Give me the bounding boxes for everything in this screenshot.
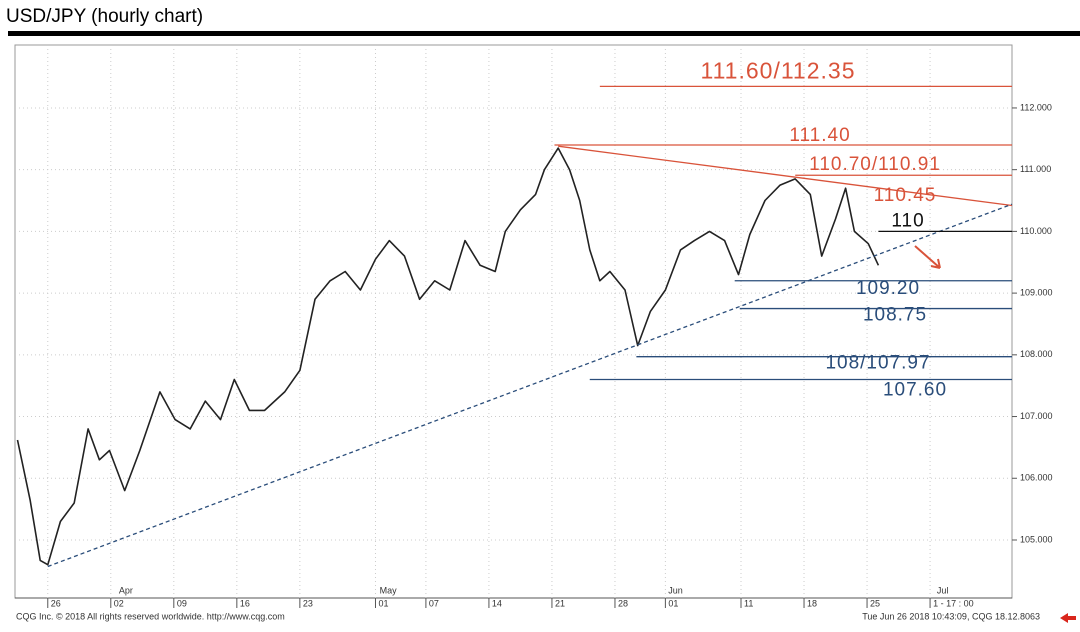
month-label: Apr [119, 585, 133, 595]
level-label: 109.20 [856, 278, 920, 299]
y-tick-label: 105.000 [1020, 534, 1053, 544]
trendline [558, 145, 1013, 207]
y-tick-label: 111.000 [1020, 164, 1051, 174]
x-tick-label: 02 [114, 598, 124, 608]
trendline-label: 110.45 [874, 185, 937, 206]
x-tick-label: 18 [807, 598, 817, 608]
y-tick-label: 109.000 [1020, 287, 1053, 297]
level-label: 108.75 [863, 305, 927, 326]
x-tick-label: 01 [378, 598, 388, 608]
level-label: 111.40 [789, 125, 850, 146]
y-tick-label: 108.000 [1020, 349, 1053, 359]
x-tick-label: 11 [744, 598, 753, 608]
x-tick-label: 16 [240, 598, 250, 608]
price-line [16, 147, 880, 566]
level-label: 110 [891, 210, 924, 231]
level-label: 108/107.97 [825, 353, 930, 374]
footer-right: Tue Jun 26 2018 10:43:09, CQG 18.12.8063 [862, 611, 1040, 621]
x-tick-label: 01 [668, 598, 678, 608]
x-tick-label: 23 [303, 598, 313, 608]
trendline [47, 203, 1013, 568]
x-tick-label: 25 [870, 598, 880, 608]
month-label: Jul [937, 585, 949, 595]
month-label: Jun [668, 585, 683, 595]
y-tick-label: 110.000 [1020, 226, 1052, 236]
level-label: 107.60 [883, 380, 947, 401]
direction-arrow [914, 245, 941, 269]
x-tick-label: 07 [429, 598, 439, 608]
x-tick-label: 14 [492, 598, 502, 608]
level-label: 111.60/112.35 [701, 57, 856, 83]
level-label: 110.70/110.91 [809, 154, 941, 175]
month-label: May [380, 585, 398, 595]
footer-left: CQG Inc. © 2018 All rights reserved worl… [16, 611, 285, 621]
header-rule [8, 31, 1080, 36]
x-tick-label: 1 - 17 : 00 [933, 598, 974, 608]
nav-arrow [1060, 613, 1076, 623]
y-tick-label: 107.000 [1020, 411, 1053, 421]
y-tick-label: 106.000 [1020, 473, 1053, 483]
x-tick-label: 28 [618, 598, 628, 608]
chart-title: USD/JPY (hourly chart) [6, 6, 203, 27]
x-tick-label: 09 [177, 598, 187, 608]
y-tick-label: 112.000 [1020, 102, 1052, 112]
x-tick-label: 26 [51, 598, 61, 608]
x-tick-label: 21 [555, 598, 565, 608]
